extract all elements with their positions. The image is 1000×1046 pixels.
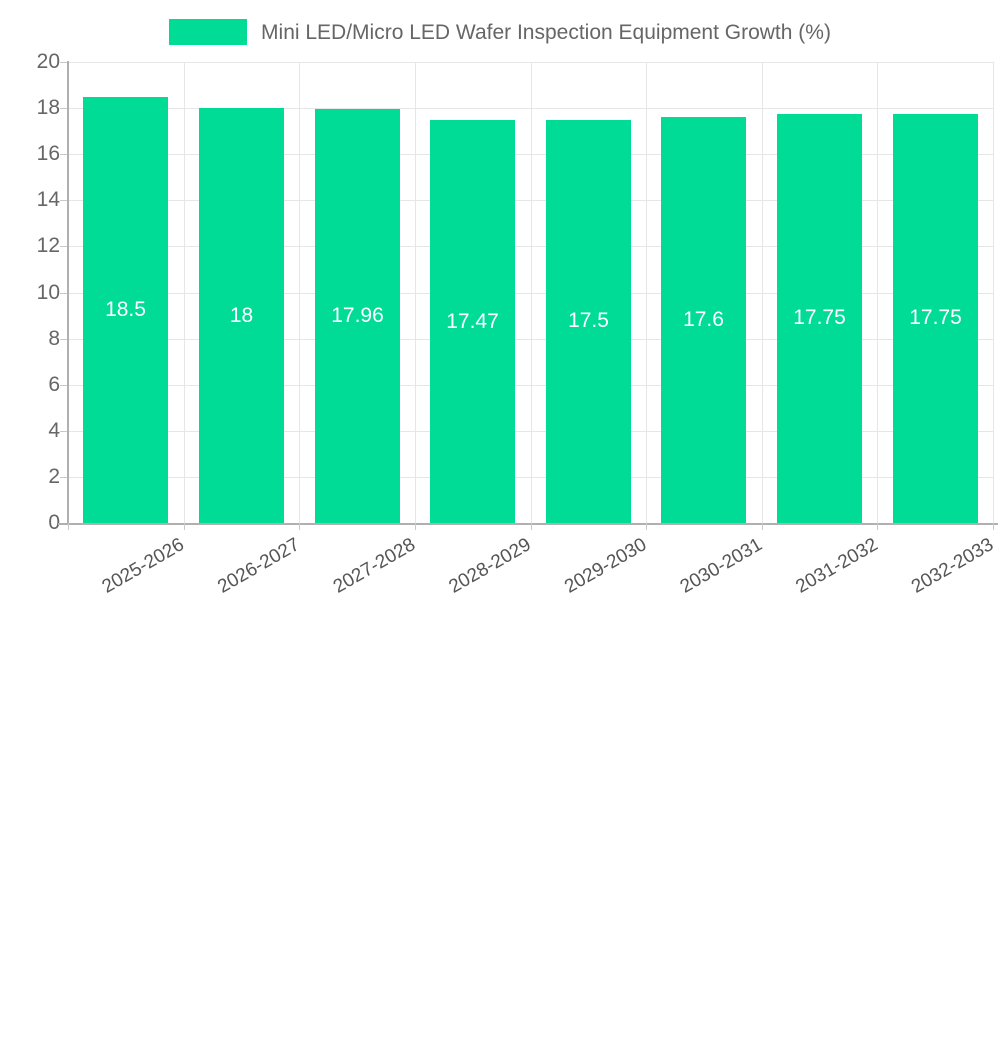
bar[interactable] bbox=[777, 113, 862, 523]
chart-legend: Mini LED/Micro LED Wafer Inspection Equi… bbox=[0, 14, 1000, 50]
y-axis-tick-mark bbox=[60, 62, 68, 63]
bar-value-label: 18 bbox=[229, 303, 254, 327]
x-axis-tick-mark bbox=[184, 523, 185, 530]
x-axis-tick-label: 2032-2033 bbox=[907, 534, 998, 598]
y-axis-tick-label: 2 bbox=[48, 464, 60, 488]
bar-value-label: 17.5 bbox=[568, 309, 609, 333]
bar-chart: Mini LED/Micro LED Wafer Inspection Equi… bbox=[0, 0, 1000, 600]
x-axis-tick-mark bbox=[68, 523, 69, 530]
y-axis-line bbox=[67, 61, 69, 523]
y-axis-tick-label: 0 bbox=[48, 511, 60, 534]
y-axis-tick-labels: 0 2 4 6 8 10 12 14 16 18 20 bbox=[0, 0, 68, 600]
y-axis-tick-label: 6 bbox=[48, 372, 60, 396]
bar-value-label: 17.75 bbox=[793, 306, 846, 330]
bar[interactable] bbox=[546, 119, 631, 523]
bar[interactable] bbox=[893, 113, 978, 523]
bar-series: 18.5 18 17.96 17.47 17.5 17.6 17.75 17.75 bbox=[68, 62, 993, 523]
bar-value-label: 17.96 bbox=[331, 304, 384, 327]
y-axis-tick-mark bbox=[60, 246, 68, 248]
x-axis-tick-mark bbox=[299, 523, 300, 530]
bar[interactable] bbox=[430, 120, 515, 523]
x-axis-tick-mark bbox=[762, 523, 763, 530]
x-axis-tick-mark bbox=[415, 523, 416, 530]
y-axis-tick-label: 20 bbox=[36, 50, 60, 73]
bar-value-label: 17.75 bbox=[909, 306, 962, 330]
bar[interactable] bbox=[199, 108, 284, 523]
y-axis-tick-label: 16 bbox=[36, 142, 60, 166]
gridline-vertical bbox=[993, 62, 994, 523]
x-axis-tick-mark bbox=[531, 523, 532, 530]
y-axis-tick-mark bbox=[60, 384, 68, 386]
x-axis-line bbox=[58, 523, 998, 525]
y-axis-tick-label: 8 bbox=[48, 326, 60, 350]
x-axis-tick-mark bbox=[993, 523, 994, 530]
plot-area: 18.5 18 17.96 17.47 17.5 17.6 17.75 17.75 bbox=[58, 61, 998, 525]
y-axis-tick-mark bbox=[60, 200, 68, 202]
bar[interactable] bbox=[661, 117, 746, 523]
legend-label: Mini LED/Micro LED Wafer Inspection Equi… bbox=[261, 20, 831, 44]
x-axis-tick-mark bbox=[877, 523, 878, 530]
bar-value-label: 18.5 bbox=[105, 297, 146, 321]
bar-value-label: 17.6 bbox=[683, 308, 724, 332]
y-axis-tick-mark bbox=[60, 154, 68, 156]
bar-value-label: 17.47 bbox=[446, 309, 499, 333]
y-axis-tick-label: 14 bbox=[36, 188, 60, 212]
legend-color-swatch bbox=[169, 19, 248, 45]
y-axis-tick-label: 10 bbox=[36, 280, 60, 304]
y-axis-tick-label: 12 bbox=[36, 234, 60, 258]
bar[interactable] bbox=[315, 109, 400, 523]
y-axis-tick-mark bbox=[60, 430, 68, 432]
y-axis-tick-mark bbox=[60, 476, 68, 478]
y-axis-tick-mark bbox=[60, 108, 68, 110]
y-axis-tick-mark bbox=[60, 338, 68, 340]
x-axis-tick-labels: 2025-2026 2026-2027 2027-2028 2028-2029 2029… bbox=[0, 523, 1000, 600]
x-axis-tick-label: 2029-2030 bbox=[561, 534, 651, 598]
x-axis-tick-mark bbox=[646, 523, 647, 530]
bar[interactable] bbox=[83, 96, 168, 523]
y-axis-tick-mark bbox=[60, 292, 68, 294]
y-axis-tick-label: 4 bbox=[48, 418, 60, 442]
x-axis-tick-label: 2031-2032 bbox=[792, 534, 882, 598]
y-axis-tick-label: 18 bbox=[36, 96, 60, 120]
